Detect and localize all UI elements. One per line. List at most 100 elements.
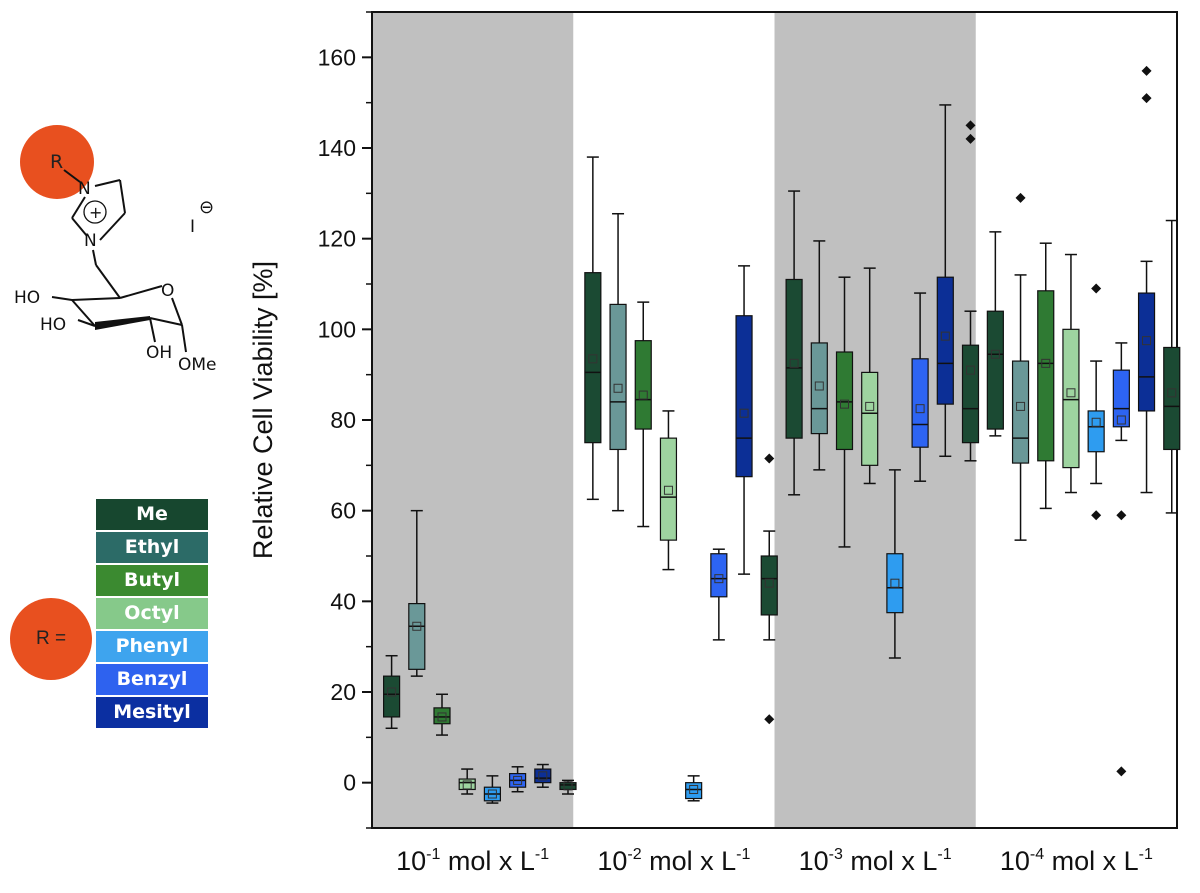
box-body [408, 602, 426, 670]
mean-marker [588, 354, 598, 364]
box-g1-s7 [534, 763, 552, 788]
linker-bond [92, 249, 97, 266]
wedge-bond [95, 316, 150, 330]
box-body [534, 768, 552, 784]
x-group-label: 10-4 mol x L-1 [1000, 846, 1153, 876]
outlier-point [764, 714, 775, 725]
box-g4-s2 [1011, 192, 1030, 541]
y-tick-label: 80 [330, 407, 356, 433]
box-g1-s6 [509, 766, 527, 793]
mean-marker [1041, 358, 1051, 368]
y-tick-label: 20 [330, 679, 356, 705]
ring-oxygen: O [161, 281, 174, 301]
box-g3-s2 [810, 240, 828, 471]
mean-marker [915, 404, 925, 414]
outlier-point [965, 133, 976, 144]
mean-marker [764, 578, 774, 588]
mean-marker [563, 781, 573, 791]
mean-marker [487, 789, 497, 799]
mean-marker [513, 775, 523, 785]
mean-marker [1066, 388, 1076, 398]
box-body [986, 310, 1004, 430]
mean-marker [387, 687, 397, 697]
y-tick-label: 120 [318, 226, 356, 252]
outlier-point [965, 120, 976, 131]
box-body [735, 315, 753, 478]
r-label: R [50, 151, 63, 173]
box-g1-s4 [458, 768, 476, 795]
box-g1-s5 [483, 775, 501, 804]
sugar-bond [119, 285, 163, 299]
box-g2-s5 [685, 775, 703, 802]
box-body [835, 351, 854, 451]
imidazolium-n2: N [84, 231, 97, 251]
ring-bond [71, 217, 88, 237]
box-g1-s1 [383, 654, 401, 730]
box-body [383, 675, 401, 718]
mean-marker [462, 780, 472, 790]
box-body [1112, 369, 1130, 428]
box-g4-s5 [1087, 283, 1105, 521]
box-body [710, 553, 728, 598]
mean-marker [437, 712, 447, 722]
mean-marker [412, 621, 422, 631]
y-tick-label: 100 [318, 316, 356, 342]
imidazolium-n1: N [78, 179, 91, 199]
charge-circle [83, 200, 107, 224]
ho-label-2: HO [40, 315, 66, 335]
legend-item-ethyl: Ethyl [96, 532, 208, 563]
box-body [659, 437, 678, 541]
mean-marker [1167, 388, 1177, 398]
box-g2-s7 [735, 265, 753, 575]
box-g3-s4 [861, 267, 879, 485]
sugar-bond [171, 297, 183, 326]
box-g1-s2 [408, 509, 426, 677]
mean-marker [990, 349, 1000, 359]
outlier-point [1116, 510, 1127, 521]
box-body [458, 778, 476, 791]
box-g2-s4 [659, 410, 678, 571]
y-tick-label: 60 [330, 498, 356, 524]
linker-bond [95, 264, 121, 299]
outlier-point [1116, 766, 1127, 777]
ring-bond [71, 196, 86, 219]
mean-marker [739, 408, 749, 418]
sugar-bond [71, 299, 96, 327]
box-body [1037, 290, 1055, 462]
box-g4-s8 [1163, 219, 1181, 514]
x-group-label: 10-2 mol x L-1 [597, 846, 750, 876]
box-g2-s1 [584, 156, 602, 501]
outlier-point [1141, 93, 1152, 104]
legend-item-me: Me [96, 499, 208, 530]
legend: Me Ethyl Butyl Octyl Phenyl Benzyl Mesityl [96, 499, 208, 730]
box-body [1163, 346, 1181, 451]
r-equals-label: R = [35, 628, 67, 649]
ome-bond [181, 324, 187, 353]
r-group-circle [20, 125, 94, 199]
box-body [861, 371, 879, 466]
box-body [911, 358, 929, 448]
oh-bond [149, 317, 156, 343]
mean-marker [789, 358, 799, 368]
r-equals-circle: R = [10, 598, 92, 680]
outlier-point [1091, 510, 1102, 521]
box-body [559, 782, 577, 791]
box-body [936, 276, 954, 405]
y-axis-label: Relative Cell Viability [%] [248, 261, 278, 559]
glucose-imidazolium-structure: R N N + I ⊖ O HO HO OH OMe [14, 125, 217, 375]
ho-bond [77, 319, 96, 327]
box-g2-s8 [760, 453, 778, 725]
mean-marker [638, 390, 648, 400]
shade-group-1 [372, 12, 574, 828]
legend-item-mesityl: Mesityl [96, 697, 208, 728]
box-g3-s6 [911, 292, 929, 482]
mean-marker [1091, 417, 1101, 427]
mean-marker [840, 399, 849, 409]
box-g4-s6 [1112, 342, 1130, 777]
outlier-point [1091, 283, 1102, 294]
box-body [886, 553, 904, 614]
y-tick-label: 140 [318, 135, 356, 161]
mean-marker [890, 578, 900, 588]
box-g3-s3 [835, 276, 854, 548]
mean-marker [689, 784, 699, 794]
